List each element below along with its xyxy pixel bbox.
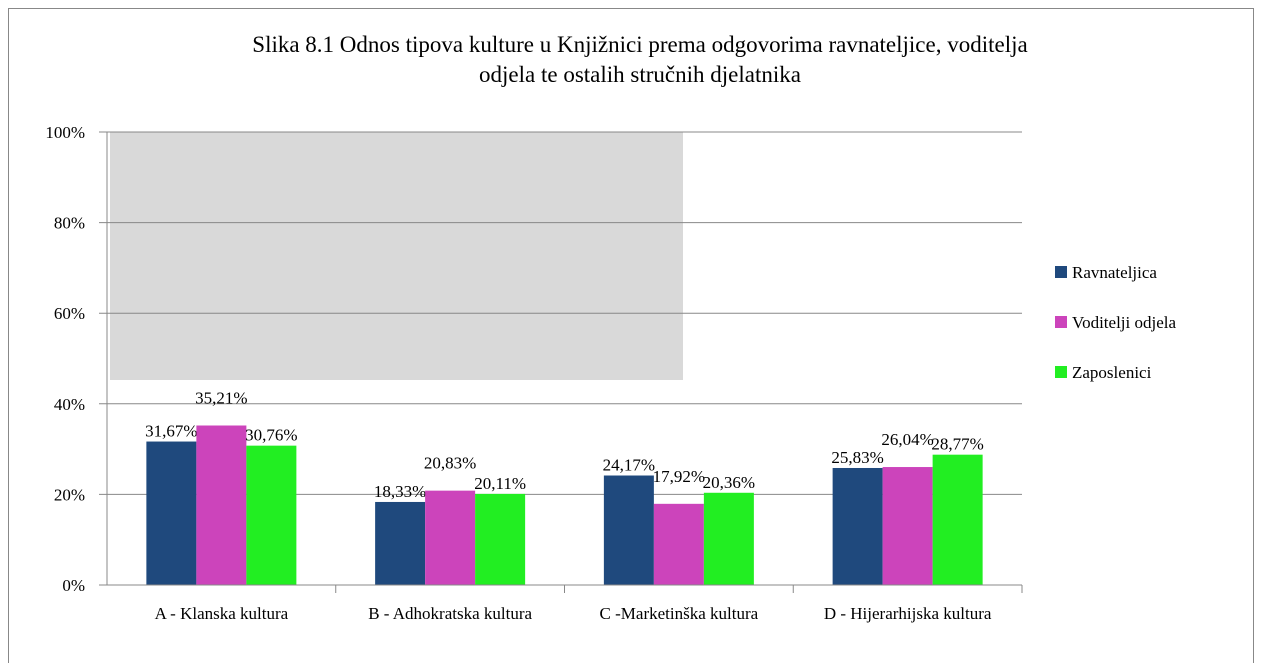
chart-title: Slika 8.1 Odnos tipova kulture u Knjižni…	[252, 32, 1028, 87]
bar	[196, 425, 247, 585]
data-label: 17,92%	[653, 467, 705, 486]
y-tick-label: 60%	[54, 304, 85, 323]
x-tick-label: D - Hijerarhijska kultura	[824, 604, 992, 623]
bar	[653, 503, 704, 585]
data-label: 20,11%	[474, 474, 526, 493]
bar	[932, 454, 983, 585]
chart-border	[8, 8, 1254, 663]
data-label: 25,83%	[831, 448, 883, 467]
y-tick-label: 100%	[45, 123, 85, 142]
bar	[375, 501, 426, 585]
bar	[882, 467, 933, 585]
data-label: 20,83%	[424, 454, 476, 473]
legend-label: Ravnateljica	[1072, 263, 1157, 282]
overlay-shape	[110, 132, 683, 380]
data-label: 18,33%	[374, 482, 426, 501]
bar	[603, 475, 654, 585]
bar	[146, 441, 197, 585]
data-label: 28,77%	[931, 435, 983, 454]
legend-label: Voditelji odjela	[1072, 313, 1176, 332]
x-tick-label: A - Klanska kultura	[155, 604, 289, 623]
y-tick-label: 80%	[54, 214, 85, 233]
x-tick-label: B - Adhokratska kultura	[368, 604, 532, 623]
bar	[475, 493, 526, 585]
y-tick-label: 0%	[62, 576, 85, 595]
y-tick-label: 40%	[54, 395, 85, 414]
data-label: 30,76%	[245, 426, 297, 445]
bar	[703, 492, 754, 585]
legend-swatch	[1055, 366, 1067, 378]
bar	[425, 490, 476, 585]
y-tick-label: 20%	[54, 485, 85, 504]
data-label: 24,17%	[603, 456, 655, 475]
x-tick-label: C -Marketinška kultura	[600, 604, 759, 623]
bar	[246, 445, 297, 585]
bar	[832, 467, 883, 585]
legend-swatch	[1055, 266, 1067, 278]
data-label: 35,21%	[195, 388, 247, 407]
data-label: 20,36%	[703, 473, 755, 492]
data-label: 26,04%	[881, 430, 933, 449]
data-label: 31,67%	[145, 422, 197, 441]
legend-label: Zaposlenici	[1072, 363, 1152, 382]
legend-swatch	[1055, 316, 1067, 328]
